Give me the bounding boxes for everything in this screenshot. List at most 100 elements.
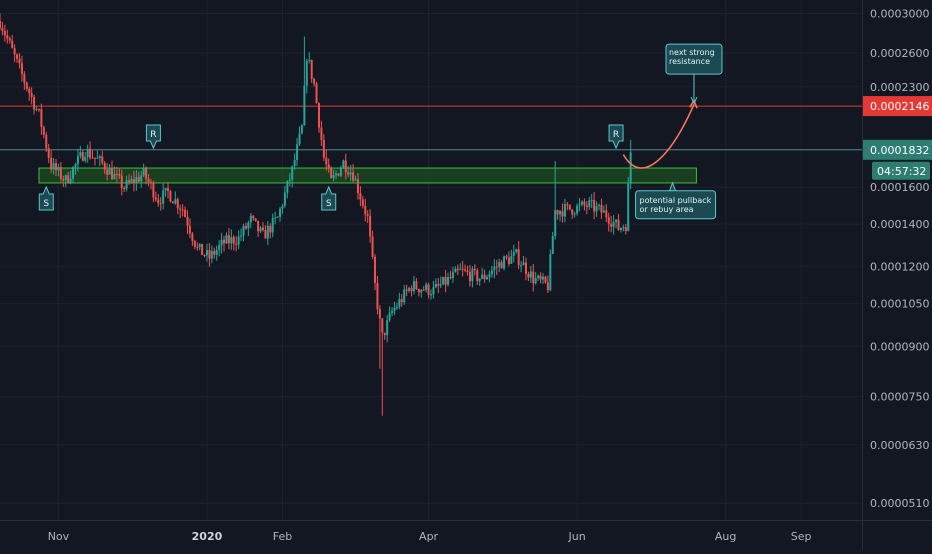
candle-body [432, 287, 435, 295]
candle-body [276, 216, 279, 218]
candle-body [293, 159, 296, 167]
candle-body [98, 156, 101, 158]
candle-body [478, 278, 481, 282]
candle-body [573, 213, 576, 215]
callout-pointer-head [690, 96, 698, 105]
time-tick-label: Sep [791, 530, 812, 543]
candle-body [468, 271, 471, 282]
level-lines [0, 105, 862, 151]
countdown-bg [872, 161, 930, 180]
candle-body [47, 148, 50, 158]
candle-body [400, 299, 403, 303]
candle-body [111, 168, 114, 180]
zone-layer [38, 167, 697, 184]
candle-body [398, 299, 401, 307]
candle-body [303, 85, 306, 126]
candle-body [308, 59, 311, 62]
candle-body [602, 210, 605, 213]
candle-body [476, 270, 479, 282]
candle-body [93, 157, 96, 159]
candle-body [442, 276, 445, 285]
price-tick-label: 0.0002300 [870, 81, 930, 94]
candle-body [563, 204, 566, 217]
support-resistance-zone [38, 167, 697, 184]
candle-body [35, 108, 38, 110]
candle-body [561, 211, 564, 217]
candle-body [55, 163, 58, 171]
resistance-tag: R [608, 124, 624, 150]
candle-body [8, 38, 11, 41]
candle-body [410, 288, 413, 292]
candle-body [225, 235, 228, 244]
candle-body [612, 221, 615, 227]
candle-body [522, 262, 525, 266]
candle-body [266, 225, 269, 239]
candle-body [456, 268, 459, 270]
candle-body [376, 282, 379, 309]
candle-body [556, 210, 559, 215]
candle-body [337, 173, 340, 176]
candle-body [135, 176, 138, 184]
candle-body [176, 199, 179, 209]
tag-label: S [43, 199, 49, 209]
candle-body [515, 249, 518, 253]
candle-body [503, 256, 506, 269]
candle-body [393, 307, 396, 311]
candle-body [339, 168, 342, 176]
candle-body [335, 173, 338, 176]
candle-body [320, 127, 323, 140]
candle-body [391, 310, 394, 314]
time-axis[interactable]: Nov 2020 Feb Apr Jun Aug Sep [48, 530, 812, 543]
candle-body [493, 266, 496, 271]
candle-body [405, 289, 408, 291]
time-tick-label: Jun [568, 530, 586, 543]
candle-body [580, 201, 583, 205]
candle-body [483, 274, 486, 280]
candle-body [30, 93, 33, 98]
candle-body [507, 257, 510, 264]
price-axis[interactable]: 0.0003000 0.0002600 0.0002300 0.0001600 0.00… [870, 7, 930, 510]
candle-body [244, 225, 247, 229]
candle-body [208, 250, 211, 259]
candle-body [37, 108, 40, 110]
candle-body [559, 211, 562, 215]
candle-body [388, 313, 391, 321]
candle-body [361, 199, 364, 206]
candle-body [59, 167, 62, 179]
candle-body [69, 178, 72, 183]
candle-body [274, 217, 277, 219]
price-tick-label: 0.0000510 [870, 497, 930, 510]
candle-body [296, 144, 299, 160]
candle-body [486, 276, 489, 280]
candle-body [327, 164, 330, 168]
candle-body [18, 58, 21, 64]
candle-body [495, 266, 498, 268]
candle-body [568, 204, 571, 210]
candle-body [84, 157, 87, 161]
candle-body [13, 48, 16, 55]
candle-body [157, 199, 160, 204]
candle-body [115, 173, 118, 175]
candle-body [454, 268, 457, 273]
candle-body [534, 278, 537, 284]
price-tick-label: 0.0001400 [870, 218, 930, 231]
candle-body [249, 215, 252, 223]
candle-body [269, 225, 272, 233]
candle-body [629, 152, 632, 184]
candle-body [617, 219, 620, 231]
candle-body [461, 268, 464, 270]
candle-body [89, 148, 92, 158]
candle-body [537, 275, 540, 279]
price-tick-label: 0.0000630 [870, 439, 930, 452]
callout-text: next strong [669, 48, 715, 57]
candle-body [0, 20, 1, 28]
candle-body [610, 223, 613, 227]
candle-body [366, 214, 369, 216]
candle-body [595, 206, 598, 212]
candle-body [174, 199, 177, 204]
candle-body [619, 228, 622, 231]
